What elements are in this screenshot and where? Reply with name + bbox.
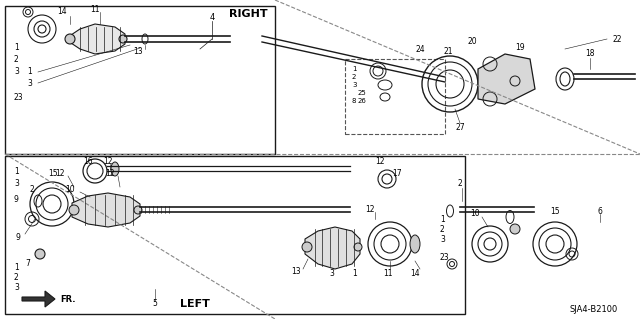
Text: 1: 1 (28, 68, 33, 77)
Text: 6: 6 (598, 206, 602, 216)
Text: 14: 14 (57, 8, 67, 17)
Text: 12: 12 (105, 169, 115, 179)
Polygon shape (72, 193, 140, 227)
Text: 26: 26 (358, 98, 367, 104)
Text: FR.: FR. (60, 294, 76, 303)
Text: 27: 27 (455, 122, 465, 131)
Text: 21: 21 (444, 47, 452, 56)
Text: 2: 2 (14, 55, 19, 63)
Circle shape (302, 242, 312, 252)
Text: 14: 14 (410, 270, 420, 278)
Text: 11: 11 (90, 4, 100, 13)
Circle shape (35, 249, 45, 259)
Circle shape (65, 34, 75, 44)
Text: 5: 5 (152, 300, 157, 308)
Text: SJA4-B2100: SJA4-B2100 (570, 305, 618, 314)
Text: 1: 1 (14, 42, 19, 51)
Text: 15: 15 (48, 169, 58, 179)
Text: 12: 12 (375, 157, 385, 166)
Text: 3: 3 (28, 78, 33, 87)
Text: 1: 1 (14, 167, 19, 175)
Text: 9: 9 (15, 233, 20, 241)
Text: 11: 11 (383, 270, 393, 278)
Text: 12: 12 (55, 169, 65, 179)
Ellipse shape (410, 235, 420, 253)
Text: 4: 4 (209, 12, 214, 21)
Text: LEFT: LEFT (180, 299, 210, 309)
Text: 3: 3 (330, 270, 335, 278)
Text: 13: 13 (133, 47, 143, 56)
Text: 2: 2 (29, 184, 35, 194)
Text: 16: 16 (83, 157, 93, 166)
Ellipse shape (111, 162, 119, 176)
Text: 23: 23 (14, 93, 24, 101)
Circle shape (510, 224, 520, 234)
Text: 17: 17 (392, 169, 402, 179)
Circle shape (119, 35, 127, 43)
Bar (5, 6, 275, 154)
Text: 2: 2 (14, 272, 19, 281)
Text: 19: 19 (515, 42, 525, 51)
Text: 1: 1 (352, 66, 356, 72)
Text: 22: 22 (612, 34, 621, 43)
Polygon shape (478, 54, 535, 104)
Text: 3: 3 (14, 66, 19, 76)
Circle shape (354, 243, 362, 251)
Text: 3: 3 (14, 283, 19, 292)
Text: 3: 3 (352, 82, 356, 88)
Text: 1: 1 (440, 214, 445, 224)
Text: 12: 12 (365, 204, 375, 213)
Text: 10: 10 (65, 184, 75, 194)
Text: 25: 25 (358, 90, 367, 96)
Text: 7: 7 (26, 259, 31, 269)
Bar (345, 59, 445, 134)
Bar (5, 156, 465, 314)
Text: 13: 13 (291, 266, 301, 276)
Text: 3: 3 (440, 234, 445, 243)
Polygon shape (22, 291, 55, 307)
Text: 3: 3 (14, 179, 19, 188)
Text: 18: 18 (585, 49, 595, 58)
Polygon shape (68, 24, 125, 54)
Text: 1: 1 (14, 263, 19, 271)
Text: 20: 20 (467, 38, 477, 47)
Polygon shape (305, 227, 360, 269)
Circle shape (69, 205, 79, 215)
Circle shape (134, 206, 142, 214)
Text: 2: 2 (458, 180, 462, 189)
Text: 8: 8 (352, 98, 356, 104)
Text: 2: 2 (352, 74, 356, 80)
Text: 15: 15 (550, 206, 560, 216)
Text: 1: 1 (353, 270, 357, 278)
Text: 9: 9 (14, 195, 19, 204)
Text: 23: 23 (440, 253, 450, 262)
Text: 10: 10 (470, 210, 480, 219)
Text: 2: 2 (440, 225, 445, 234)
Text: 24: 24 (415, 44, 425, 54)
Text: RIGHT: RIGHT (228, 9, 268, 19)
Text: 12: 12 (103, 157, 113, 166)
